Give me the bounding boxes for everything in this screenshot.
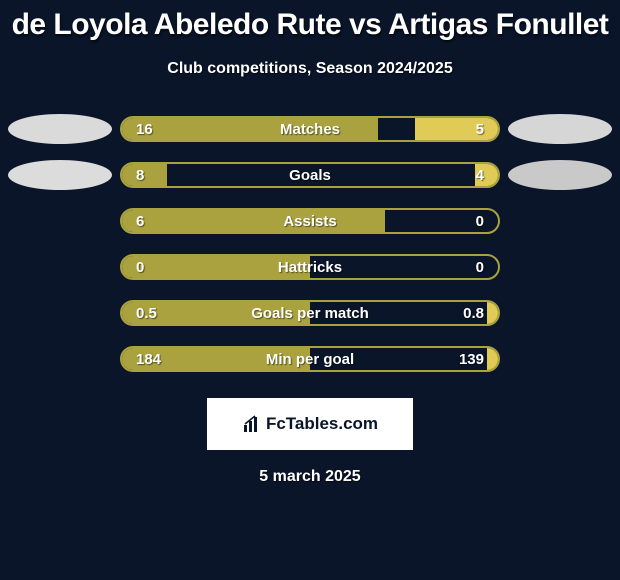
bar-right-fill [415,118,498,140]
bar-right-fill [487,302,498,324]
stat-row: 0.50.8Goals per match [0,290,620,336]
team-badge-left [0,160,120,190]
bar-right-fill [487,348,498,370]
stat-value-right: 0 [476,256,484,278]
stat-row: 165Matches [0,106,620,152]
stat-bar: 00Hattricks [120,254,500,280]
team-badge-left [0,114,120,144]
stat-value-left: 0 [136,256,144,278]
stat-value-left: 0.5 [136,302,157,324]
stat-row: 8 4Goals [0,152,620,198]
stat-row: 184139Min per goal [0,336,620,382]
bar-left-fill [122,256,310,278]
team-badge-left-ellipse [8,114,112,144]
chart-icon [242,414,262,434]
stat-value-left: 8 [136,164,144,186]
stat-label: Goals [122,164,498,186]
banner-text: FcTables.com [266,414,378,434]
stat-value-right: 4 [476,164,484,186]
stat-value-right: 5 [476,118,484,140]
stat-value-left: 16 [136,118,153,140]
stat-bar: 165Matches [120,116,500,142]
stat-bar: 60Assists [120,208,500,234]
team-badge-right-ellipse [508,114,612,144]
stat-row: 60Assists [0,198,620,244]
stats-container: 165Matches84Goals60Assists00Hattricks0.5… [0,106,620,382]
bar-left-fill [122,164,167,186]
stat-value-right: 0 [476,210,484,232]
stat-value-right: 139 [459,348,484,370]
bar-left-fill [122,118,378,140]
stat-bar: 184139Min per goal [120,346,500,372]
date-text: 5 march 2025 [0,468,620,486]
stat-value-left: 184 [136,348,161,370]
bar-left-fill [122,210,385,232]
stat-bar: 8 4Goals [120,162,500,188]
stat-bar: 0.50.8Goals per match [120,300,500,326]
team-badge-left-ellipse [8,160,112,190]
source-banner: FcTables.com [207,398,413,450]
stat-row: 00Hattricks [0,244,620,290]
page-title: de Loyola Abeledo Rute vs Artigas Fonull… [0,0,620,42]
stat-value-left: 6 [136,210,144,232]
subtitle: Club competitions, Season 2024/2025 [0,60,620,78]
team-badge-right-ellipse [508,160,612,190]
stat-value-right: 0.8 [463,302,484,324]
team-badge-right [500,160,620,190]
team-badge-right [500,114,620,144]
